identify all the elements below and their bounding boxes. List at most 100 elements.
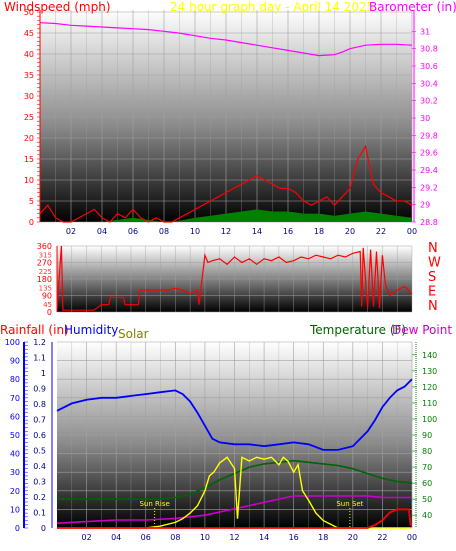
temperature-tick-label: 120 [422,383,437,392]
wind-axes: 0 5 10 15 20 25 30 35 40 45 50 28.8 29 29.2 29.4 29.6 29… [24,8,438,236]
wind-grid [40,10,413,223]
barometer-tick-label: 29.4 [420,166,438,175]
barometer-series [39,22,413,57]
humidity-axis-label: Humidity [64,323,118,337]
rainfall-tick-label: 0.6 [33,431,46,440]
direction-tick-label: 90 [42,292,52,301]
rainfall-tick-label: 1 [41,369,46,378]
humidity-tick-label: 30 [10,468,20,477]
humidity-tick-label: 50 [10,431,20,440]
rainfall-tick-label: 0.5 [33,447,46,456]
rainfall-tick-label: 0.7 [33,416,46,425]
barometer-tick-label: 29.6 [420,149,438,158]
barometer-tick-label: 30.4 [420,79,438,88]
direction-tick-label: 360 [37,242,52,251]
barometer-tick-label: 31 [420,27,430,36]
wind-x-tick-label: 00 [407,227,417,236]
wind-barometer-panel: 0 5 10 15 20 25 30 35 40 45 50 28.8 29 29.2 29.4 29.6 29… [4,0,456,236]
compass-label: W [428,256,441,271]
humidity-tick-label: 40 [10,450,20,459]
windspeed-tick-label: 45 [24,29,34,38]
direction-minor-tick-label: 135 [39,284,52,292]
temperature-tick-label: 140 [422,351,437,360]
barometer-tick-label: 30 [420,114,430,123]
windspeed-tick-label: 40 [24,50,34,59]
gust-series [40,209,412,222]
lower-x-tick-label: 06 [141,533,151,542]
compass-label: E [428,285,436,300]
rainfall-tick-label: 0.4 [33,462,46,471]
wind-x-tick-label: 16 [283,227,293,236]
rainfall-tick-label: 0.2 [33,493,46,502]
barometer-tick-label: 28.8 [420,218,438,227]
humidity-tick-label: 0 [15,524,20,533]
dewpoint-line [56,495,412,524]
windspeed-tick-label: 35 [24,71,34,80]
temperature-tick-label: 60 [422,479,432,488]
direction-minor-tick-label: 315 [39,251,52,259]
lower-axes: 010203040506070809010000.10.20.30.40.50.… [5,338,438,542]
rainfall-tick-label: 0.1 [33,509,46,518]
temperature-line [57,459,413,500]
humidity-tick-label: 20 [10,487,20,496]
lower-x-tick-label: 14 [259,533,269,542]
direction-minor-tick-label: 45 [43,301,52,309]
temperature-tick-label: 70 [422,463,432,472]
windspeed-tick-label: 25 [24,113,34,122]
barometer-axis-label: Barometer (in) [369,0,456,14]
direction-tick-label: 0 [47,308,52,317]
compass-label: N [428,241,438,256]
barometer-tick-label: 29.8 [420,131,438,140]
barometer-line [39,22,413,57]
windspeed-tick-label: 15 [24,155,34,164]
temperature-axis-label: Temperature (F) [309,323,406,337]
temperature-tick-label: 40 [422,511,432,520]
temperature-tick-label: 100 [422,415,437,424]
rain-humidity-temp-panel: Sun Rise Sun Set 010203040506070809010000… [0,323,456,542]
wind-x-tick-label: 06 [128,227,138,236]
rainfall-tick-label: 1.2 [33,338,46,347]
lower-x-tick-label: 08 [170,533,180,542]
compass-label: N [428,299,438,314]
windspeed-tick-label: 20 [24,134,34,143]
humidity-tick-label: 100 [5,338,20,347]
lower-x-tick-label: 12 [229,533,239,542]
barometer-tick-label: 30.2 [420,97,438,106]
direction-tick-label: 180 [37,275,52,284]
windspeed-line [39,144,413,223]
wind-x-tick-label: 08 [159,227,169,236]
wind-x-tick-label: 10 [190,227,200,236]
barometer-tick-label: 30.6 [420,62,438,71]
compass-label: S [428,270,436,285]
rainfall-axis-label: Rainfall (in) [0,323,69,337]
wind-x-tick-label: 18 [314,227,324,236]
wind-x-tick-label: 12 [221,227,231,236]
barometer-tick-label: 30.8 [420,45,438,54]
humidity-tick-label: 80 [10,375,20,384]
lower-series: Sun Rise Sun Set [56,378,413,529]
windspeed-tick-label: 30 [24,92,34,101]
lower-x-tick-label: 22 [377,533,387,542]
windspeed-tick-label: 0 [29,218,34,227]
solar-line [57,456,412,529]
chart-title: 24 hour graph day - April 14 2025 [170,0,374,14]
sun-event-label: Sun Set [336,500,363,508]
rainfall-tick-label: 1.1 [33,354,46,363]
lower-x-tick-label: 04 [111,533,121,542]
windspeed-tick-label: 10 [24,176,34,185]
lower-x-tick-label: 00 [407,533,417,542]
windspeed-series [39,144,413,223]
sun-event-label: Sun Rise [139,500,169,508]
barometer-tick-label: 29 [420,201,430,210]
direction-line [56,245,413,311]
wind-x-tick-label: 04 [97,227,107,236]
humidity-tick-label: 70 [10,394,20,403]
lower-x-tick-label: 02 [81,533,91,542]
direction-minor-tick-label: 225 [39,268,52,276]
lower-x-tick-label: 18 [318,533,328,542]
lower-x-tick-label: 20 [348,533,358,542]
windspeed-axis-label: Windspeed (mph) [4,0,111,14]
